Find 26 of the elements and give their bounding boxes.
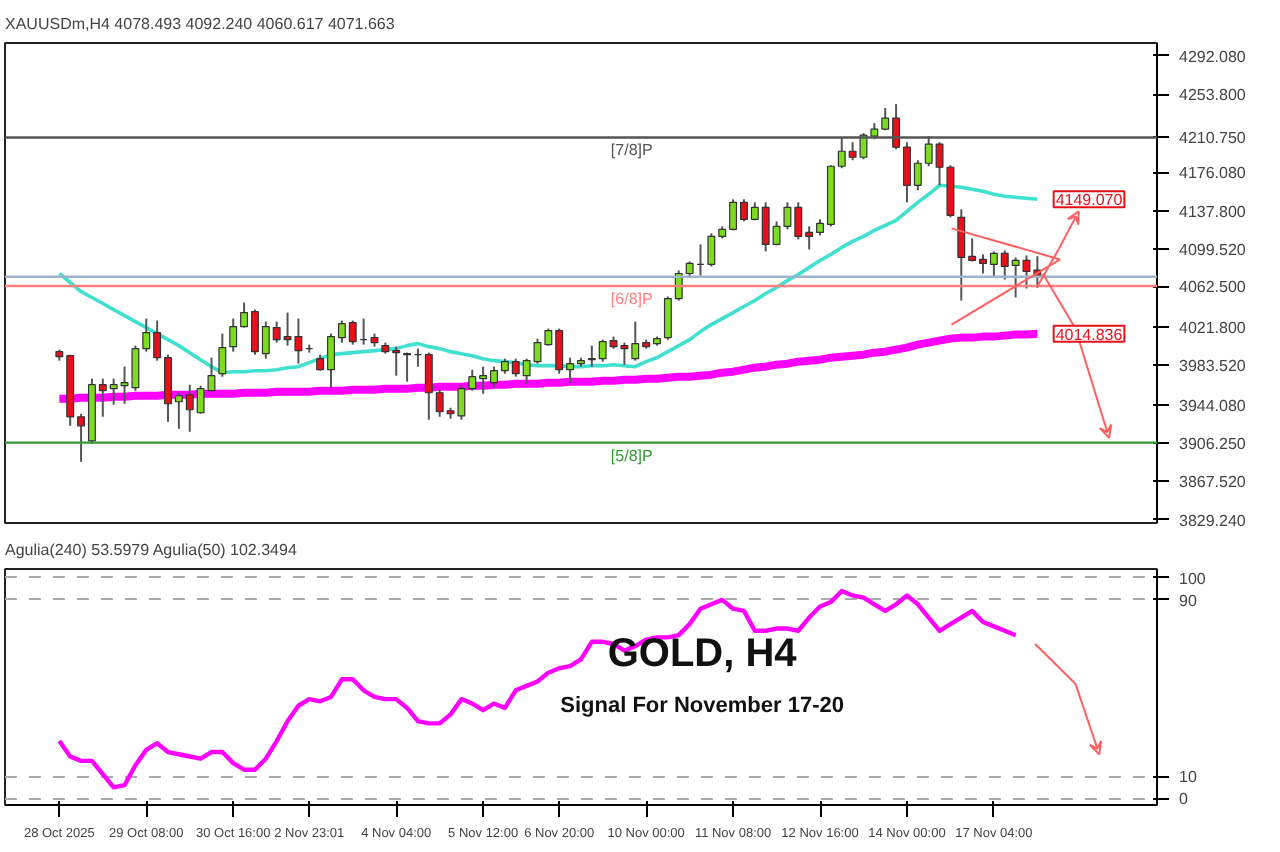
y-tick-label: 4099.520: [1179, 240, 1247, 259]
y-tick-label: 4021.800: [1179, 318, 1247, 337]
text: 4014.836: [1055, 325, 1124, 344]
ref-line-label: [7/8]P: [610, 141, 653, 160]
y-tick-label: 3906.250: [1179, 434, 1247, 453]
y-tick-label: 3829.240: [1179, 511, 1247, 530]
annotation: Signal For November 17-20: [560, 693, 844, 718]
y-tick-label: 100: [1179, 569, 1207, 588]
y-tick-label: 3983.520: [1179, 357, 1247, 376]
y-tick-label: 90: [1179, 591, 1198, 610]
chart-title: XAUUSDm,H4 4078.493 4092.240 4060.617 4071.663: [5, 15, 396, 33]
y-tick-label: 3867.520: [1179, 473, 1247, 492]
y-tick-label: 4210.750: [1179, 129, 1247, 148]
chart-title: Agulia(240) 53.5979 Agulia(50) 102.3494: [5, 541, 298, 559]
y-tick-label: 0: [1179, 790, 1189, 809]
y-tick-label: 4062.500: [1179, 278, 1247, 297]
ref-line-label: [6/8]P: [610, 290, 653, 309]
ref-line-label: [5/8]P: [610, 446, 653, 465]
y-tick-label: 4292.080: [1179, 47, 1247, 66]
annotation: GOLD, H4: [607, 631, 799, 676]
y-tick-label: 4137.800: [1179, 202, 1247, 221]
y-tick-label: 4253.800: [1179, 86, 1247, 105]
text: 4149.070: [1055, 191, 1124, 210]
y-tick-label: 4176.080: [1179, 164, 1247, 183]
y-tick-label: 3944.080: [1179, 396, 1247, 415]
y-tick-label: 10: [1179, 768, 1198, 787]
